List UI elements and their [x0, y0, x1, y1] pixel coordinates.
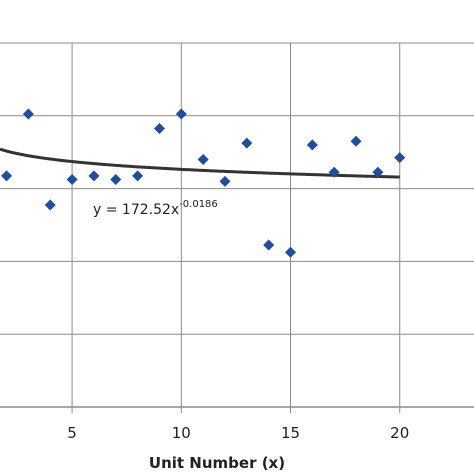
data-points [1, 108, 406, 258]
data-point [88, 170, 100, 182]
data-point [328, 166, 340, 178]
x-tick-label: 20 [390, 424, 409, 442]
x-tick-label: 15 [281, 424, 300, 442]
data-point [132, 170, 144, 182]
data-point [263, 239, 275, 251]
x-axis-title: Unit Number (x) [149, 454, 285, 472]
data-point [285, 246, 297, 258]
trendline-equation: y = 172.52x-0.0186 [93, 199, 218, 218]
data-point [175, 108, 187, 120]
data-point [219, 175, 231, 187]
equation-exponent: -0.0186 [179, 199, 218, 210]
data-point [22, 108, 34, 120]
data-point [394, 152, 406, 164]
data-point [110, 174, 122, 185]
data-point [241, 137, 253, 149]
x-tick-labels: 5 10 15 20 [67, 424, 409, 442]
equation-main: y = 172.52x [93, 202, 179, 218]
data-point [372, 166, 384, 178]
data-point [350, 135, 362, 147]
gridlines [0, 42, 474, 413]
data-point [44, 199, 56, 211]
x-tick-label: 5 [67, 424, 77, 442]
data-point [306, 139, 318, 151]
trendline [0, 147, 400, 179]
data-point [153, 123, 165, 135]
x-tick-label: 10 [172, 424, 191, 442]
data-point [197, 153, 209, 165]
data-point [66, 174, 78, 185]
data-point [1, 170, 13, 182]
